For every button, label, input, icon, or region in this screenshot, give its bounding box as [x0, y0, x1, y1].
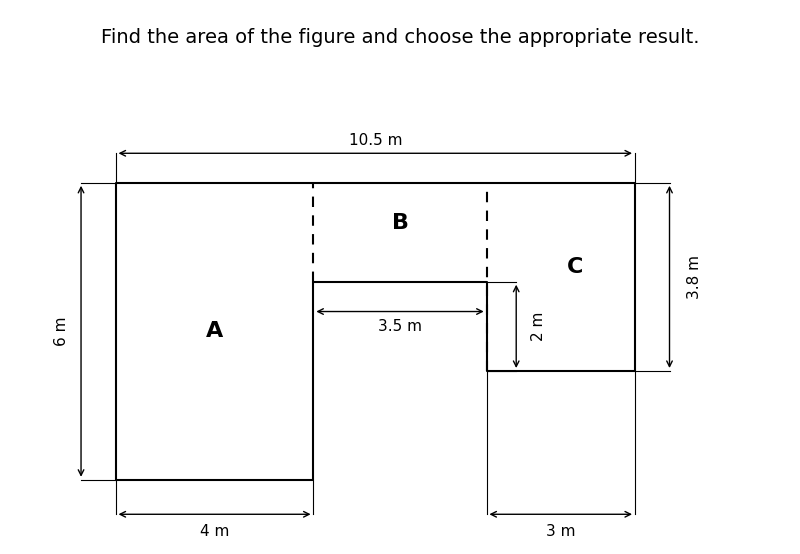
- Text: Find the area of the figure and choose the appropriate result.: Find the area of the figure and choose t…: [101, 28, 699, 47]
- Text: B: B: [391, 213, 409, 233]
- Text: 3 m: 3 m: [546, 524, 575, 539]
- Text: 2 m: 2 m: [531, 312, 546, 341]
- Text: C: C: [567, 257, 584, 277]
- Text: 3.5 m: 3.5 m: [378, 319, 422, 334]
- Text: 4 m: 4 m: [200, 524, 230, 539]
- Text: 3.8 m: 3.8 m: [686, 255, 702, 299]
- Text: 6 m: 6 m: [54, 316, 69, 346]
- Text: A: A: [206, 321, 223, 341]
- Text: 10.5 m: 10.5 m: [349, 134, 402, 148]
